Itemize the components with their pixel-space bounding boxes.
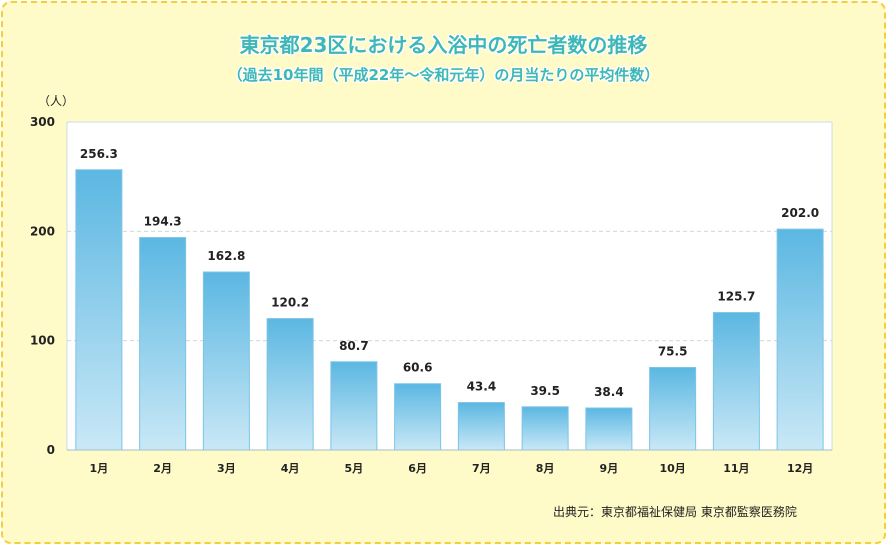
bar [457,402,505,451]
chart-title: 東京都23区における入浴中の死亡者数の推移 [239,33,648,57]
bar [521,406,569,451]
x-tick-label: 11月 [723,462,749,475]
y-axis-label: （人） [38,94,75,108]
y-tick-label: 200 [30,224,55,238]
x-tick-label: 8月 [536,462,555,475]
data-label: 125.7 [717,290,755,304]
chart-subtitle: （過去10年間（平成22年～令和元年）の月当たりの平均件数） [227,66,660,84]
bar [202,271,250,451]
data-label: 162.8 [207,249,245,263]
data-label: 256.3 [80,147,118,161]
bar [649,366,697,451]
data-label: 60.6 [403,361,433,375]
data-label: 194.3 [144,215,182,229]
x-tick-label: 12月 [787,462,813,475]
data-label: 39.5 [530,384,560,398]
x-tick-label: 10月 [659,462,685,475]
data-label: 75.5 [658,344,688,358]
x-tick-label: 2月 [153,462,172,475]
x-tick-label: 6月 [408,462,427,475]
bar [139,237,187,451]
x-tick-label: 4月 [281,462,300,475]
plot-area [66,121,833,451]
bar [776,228,824,451]
data-label: 120.2 [271,296,309,310]
y-tick-label: 300 [30,115,55,129]
source-note: 出典元：東京都福祉保健局 東京都監察医務院 [553,505,797,519]
bar [75,169,123,451]
bar [585,407,633,451]
data-label: 38.4 [594,385,624,399]
x-tick-label: 5月 [345,462,364,475]
data-label: 80.7 [339,339,369,353]
data-label: 202.0 [781,206,819,220]
x-tick-label: 7月 [472,462,491,475]
x-tick-label: 3月 [217,462,236,475]
x-tick-label: 9月 [600,462,619,475]
data-label: 43.4 [467,380,497,394]
bar [330,361,378,451]
y-tick-label: 0 [47,443,55,457]
bar [394,383,442,451]
bar [712,312,760,451]
x-tick-label: 1月 [90,462,109,475]
y-tick-label: 100 [30,334,55,348]
bar [266,318,314,451]
